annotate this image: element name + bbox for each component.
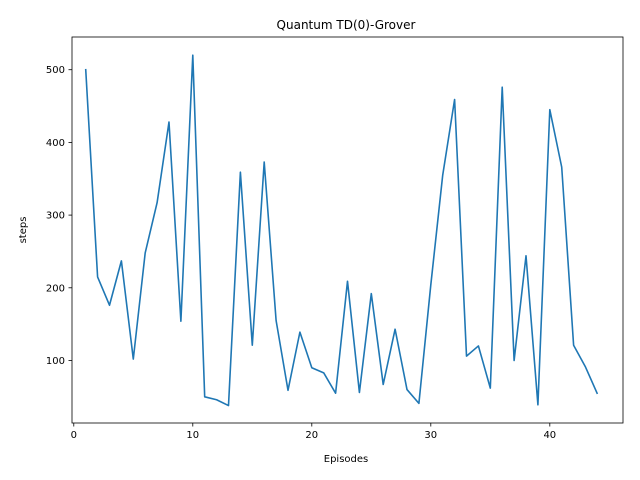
y-tick-label: 100: [46, 356, 65, 367]
x-tick-label: 10: [186, 430, 199, 441]
x-tick-label: 0: [71, 430, 77, 441]
x-tick-label: 40: [543, 430, 556, 441]
x-tick-label: 20: [305, 430, 318, 441]
y-tick-label: 400: [46, 138, 65, 149]
y-axis: 100 200 300 400 500: [46, 65, 72, 367]
x-tick-label: 30: [424, 430, 437, 441]
y-tick-label: 200: [46, 283, 65, 294]
chart-title: Quantum TD(0)-Grover: [277, 18, 416, 32]
x-axis: 0 10 20 30 40: [71, 423, 556, 441]
plot-area-frame: [71, 36, 624, 424]
series-line: [84, 54, 599, 407]
y-axis-label: steps: [18, 217, 29, 244]
y-tick-label: 300: [46, 211, 65, 222]
y-tick-label: 500: [46, 65, 65, 76]
x-axis-label: Episodes: [324, 454, 368, 465]
